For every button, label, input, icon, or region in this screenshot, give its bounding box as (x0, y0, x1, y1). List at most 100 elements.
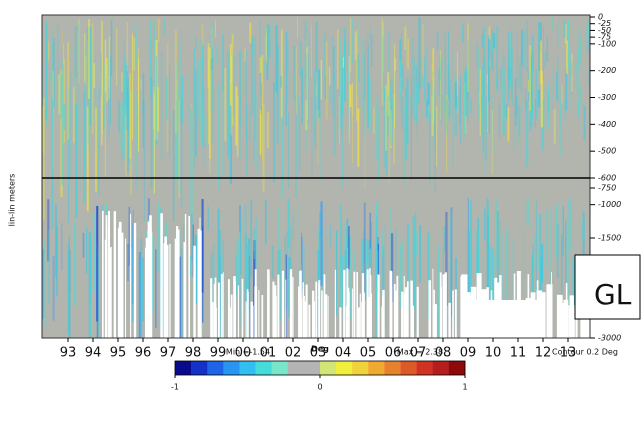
field-streak (449, 22, 451, 34)
field-streak (496, 25, 499, 88)
field-streak (413, 58, 415, 121)
field-streak (180, 229, 182, 256)
field-streak (566, 40, 568, 74)
field-gap (442, 274, 446, 338)
field-streak (384, 225, 386, 332)
field-streak (582, 211, 585, 292)
field-gap (254, 286, 258, 338)
field-streak (192, 224, 194, 277)
field-streak (56, 22, 59, 116)
field-streak (239, 52, 241, 128)
colorbar-tick-label: 1 (462, 383, 467, 392)
field-gap (315, 281, 318, 338)
field-streak (440, 94, 443, 125)
field-streak (315, 71, 317, 122)
field-gap (318, 280, 321, 338)
field-streak (394, 44, 396, 128)
x-tick-label: 09 (460, 346, 477, 361)
field-streak (87, 64, 89, 144)
field-streak (481, 65, 484, 138)
field-streak (497, 54, 498, 78)
field-streak (341, 256, 343, 308)
field-streak (231, 56, 233, 84)
field-streak (423, 57, 426, 102)
field-streak (454, 82, 457, 107)
field-streak (292, 213, 294, 239)
field-streak (521, 29, 523, 67)
colorbar-swatch (175, 361, 192, 375)
field-streak (301, 232, 303, 264)
field-streak (432, 72, 434, 121)
field-gap (556, 294, 563, 338)
field-streak (570, 200, 572, 251)
field-gap (351, 288, 353, 338)
field-streak (445, 94, 448, 173)
field-streak (426, 100, 428, 118)
field-streak (218, 82, 220, 190)
field-gap (464, 291, 466, 338)
field-streak (450, 212, 452, 330)
field-gap (347, 287, 350, 338)
field-streak (338, 96, 340, 144)
field-streak (153, 198, 154, 300)
field-streak (492, 248, 494, 327)
field-streak (89, 236, 92, 303)
field-gap (102, 211, 104, 338)
field-streak (387, 71, 390, 117)
field-gap (565, 283, 568, 338)
field-gap (267, 273, 270, 338)
field-streak (538, 22, 541, 71)
field-streak (344, 41, 346, 101)
field-gap (177, 229, 180, 338)
field-gap (321, 290, 323, 338)
field-streak (511, 23, 513, 40)
y-tick-label: -75 (598, 33, 611, 42)
field-streak (293, 46, 296, 100)
field-streak (266, 112, 269, 149)
field-streak (125, 62, 128, 115)
field-streak (336, 89, 339, 144)
field-streak (523, 232, 525, 326)
field-streak (105, 58, 108, 78)
field-streak (526, 19, 528, 73)
field-streak (314, 69, 316, 143)
field-streak (62, 30, 64, 51)
field-streak (418, 17, 421, 90)
field (42, 15, 597, 338)
field-gap (211, 302, 214, 338)
colorbar-swatch (271, 361, 289, 375)
field-streak (140, 79, 142, 90)
field-streak (136, 98, 138, 191)
field-streak (152, 20, 155, 48)
field-gap (353, 271, 356, 338)
field-streak (126, 70, 129, 130)
field-streak (255, 217, 257, 271)
field-gap (228, 307, 231, 338)
field-gap (220, 274, 223, 338)
colorbar-swatch (255, 361, 272, 375)
field-streak (377, 94, 379, 183)
field-streak (414, 211, 417, 332)
field-gap (302, 295, 305, 338)
field-gap (448, 302, 451, 338)
x-tick-label: 94 (85, 346, 102, 361)
field-streak (285, 254, 287, 338)
field-streak (153, 92, 156, 194)
field-streak (61, 223, 63, 271)
field-streak (578, 85, 581, 107)
field-streak (535, 201, 537, 298)
field-streak (445, 97, 447, 136)
field-streak (319, 108, 321, 181)
contour-label: Contour 0.2 Deg (552, 348, 618, 357)
field-streak (304, 20, 307, 86)
field-streak (235, 255, 237, 296)
field-streak (508, 229, 510, 328)
field-streak (135, 91, 138, 187)
field-gap (404, 293, 407, 338)
field-streak (240, 224, 242, 275)
field-streak (567, 19, 570, 69)
field-streak (469, 200, 473, 308)
field-streak (394, 58, 397, 71)
field-streak (467, 228, 470, 309)
field-streak (241, 84, 242, 104)
